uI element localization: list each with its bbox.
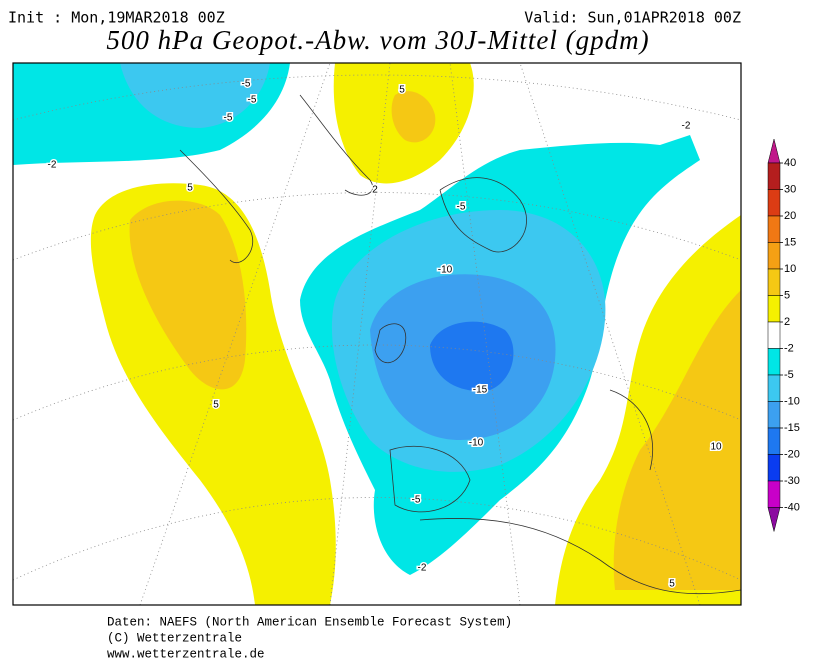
contour-label: -2 bbox=[48, 160, 57, 171]
legend-tick-label: 30 bbox=[784, 183, 796, 195]
contour-label: -10 bbox=[438, 265, 453, 276]
legend-tick-label: 20 bbox=[784, 210, 796, 222]
contour-label: -5 bbox=[248, 95, 257, 106]
contour-label: -15 bbox=[473, 385, 488, 396]
legend-swatch bbox=[767, 189, 781, 217]
anomaly-area bbox=[430, 321, 514, 391]
legend-swatch bbox=[767, 401, 781, 429]
legend-tick-label: -40 bbox=[784, 501, 800, 513]
legend-swatch bbox=[767, 454, 781, 482]
legend-swatch bbox=[767, 427, 781, 455]
contour-label: -5 bbox=[224, 113, 233, 124]
legend-tick-label: 2 bbox=[784, 316, 790, 328]
legend-tick-label: 40 bbox=[784, 157, 796, 169]
anomaly-area bbox=[391, 91, 436, 143]
map-title: 500 hPa Geopot.-Abw. vom 30J-Mittel (gpd… bbox=[106, 25, 649, 55]
contour-label: 2 bbox=[372, 185, 378, 196]
legend-swatch bbox=[767, 162, 781, 190]
anomaly-area bbox=[120, 63, 270, 128]
contour-label: 10 bbox=[710, 442, 722, 453]
legend-tick-label: 10 bbox=[784, 263, 796, 275]
legend-swatch bbox=[767, 215, 781, 243]
contour-label: 5 bbox=[213, 400, 219, 411]
legend-tick-label: -2 bbox=[784, 342, 794, 354]
contour-label: 5 bbox=[669, 579, 675, 590]
legend-swatch bbox=[767, 295, 781, 323]
contour-label: -5 bbox=[242, 79, 251, 90]
legend-swatch bbox=[767, 348, 781, 376]
contour-labels: -2 -5 -5 -5 5 5 2 -2 -5 -10 -15 -10 -5 -… bbox=[46, 77, 723, 591]
contour-label: -10 bbox=[469, 438, 484, 449]
legend-swatch bbox=[767, 480, 781, 508]
legend-tick-label: -5 bbox=[784, 369, 794, 381]
anomaly-area bbox=[613, 290, 741, 590]
legend-tick-label: 5 bbox=[784, 289, 790, 301]
legend-swatch bbox=[767, 242, 781, 270]
footer-line: www.wetterzentrale.de bbox=[107, 647, 265, 661]
legend-tick-label: -30 bbox=[784, 475, 800, 487]
map-frame bbox=[12, 62, 742, 606]
legend-swatch bbox=[767, 321, 781, 349]
footer-line: Daten: NAEFS (North American Ensemble Fo… bbox=[107, 615, 512, 629]
legend-tick-label: -20 bbox=[784, 448, 800, 460]
legend-tick-label: -10 bbox=[784, 395, 800, 407]
valid-time: Valid: Sun,01APR2018 00Z bbox=[524, 9, 741, 27]
contour-label: -5 bbox=[457, 202, 466, 213]
contour-label: -2 bbox=[682, 121, 691, 132]
legend-swatch bbox=[767, 268, 781, 296]
legend-tick-label: -15 bbox=[784, 422, 800, 434]
coastlines bbox=[179, 94, 741, 595]
contour-label: 5 bbox=[187, 183, 193, 194]
contour-label: -2 bbox=[418, 563, 427, 574]
footer-line: (C) Wetterzentrale bbox=[107, 631, 242, 645]
graticule bbox=[13, 63, 741, 605]
map-area: -2 -5 -5 -5 5 5 2 -2 -5 -10 -15 -10 -5 -… bbox=[12, 62, 742, 606]
contour-label: -5 bbox=[412, 495, 421, 506]
legend-swatch bbox=[767, 507, 781, 532]
legend-swatch bbox=[767, 374, 781, 402]
anomaly-area bbox=[129, 200, 247, 390]
legend-swatch bbox=[767, 138, 781, 164]
init-time: Init : Mon,19MAR2018 00Z bbox=[8, 9, 225, 27]
color-legend: 40 30 20 15 10 5 2 -2 -5 -10 -15 -20 -30 -40 bbox=[767, 138, 800, 532]
legend-tick-label: 15 bbox=[784, 236, 796, 248]
contour-label: 5 bbox=[399, 85, 405, 96]
